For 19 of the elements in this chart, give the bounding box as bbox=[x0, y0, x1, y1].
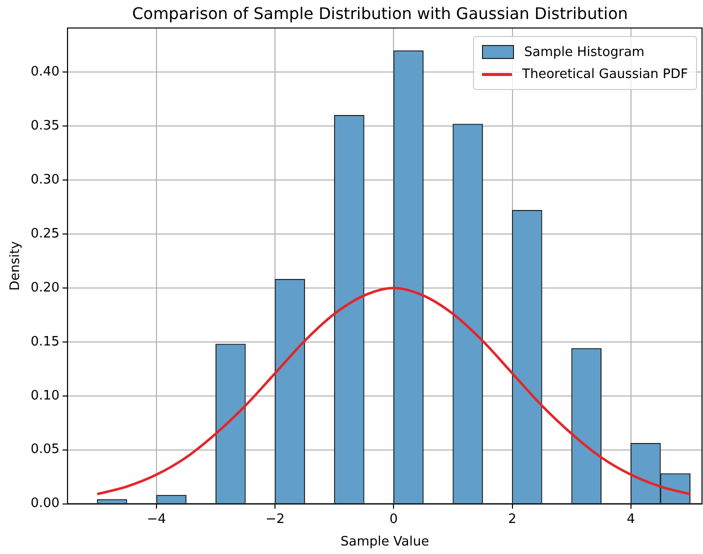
legend-label: Sample Histogram bbox=[524, 44, 644, 60]
x-tick-label: 4 bbox=[626, 512, 635, 527]
y-tick-label: 0.20 bbox=[30, 280, 60, 296]
y-tick-label: 0.30 bbox=[30, 172, 60, 188]
legend-label: Theoretical Gaussian PDF bbox=[522, 66, 688, 82]
y-tick-label: 0.00 bbox=[30, 496, 60, 512]
x-tick-label: −4 bbox=[146, 512, 166, 527]
y-tick-label: 0.35 bbox=[30, 118, 60, 134]
x-tick-label: 0 bbox=[390, 512, 398, 527]
y-tick-label: 0.05 bbox=[30, 442, 60, 458]
x-tick-label: 2 bbox=[508, 512, 516, 527]
y-tick-label: 0.25 bbox=[30, 226, 60, 242]
y-tick-label: 0.10 bbox=[30, 388, 60, 404]
x-axis-title: Sample Value bbox=[340, 534, 430, 550]
y-tick-label: 0.40 bbox=[30, 64, 60, 80]
chart-title: Comparison of Sample Distribution with Gaussian Distribution bbox=[131, 4, 629, 23]
x-tick-label: −2 bbox=[265, 512, 285, 527]
y-axis-title: Density bbox=[8, 240, 24, 291]
y-tick-label: 0.15 bbox=[30, 334, 60, 350]
